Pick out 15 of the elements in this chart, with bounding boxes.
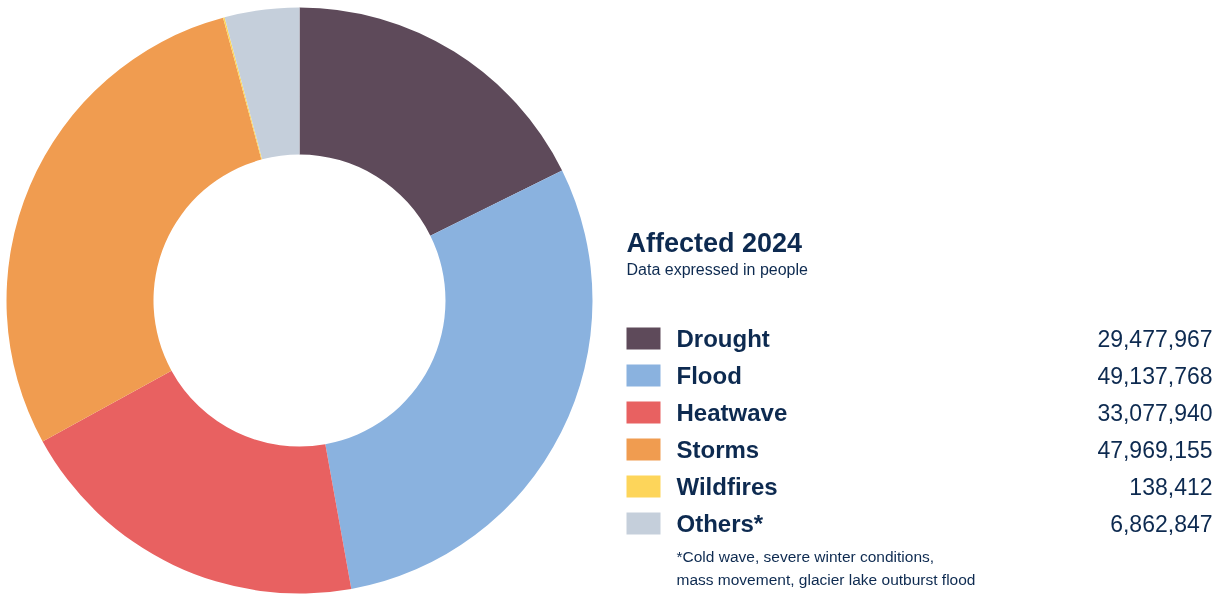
data-label: 138,412 (1129, 474, 1213, 500)
data-label: 6,862,847 (1110, 511, 1213, 537)
text: Affected 2024 (626, 227, 803, 258)
legend-label: Heatwave (676, 399, 788, 426)
data-label: 29,477,967 (1097, 326, 1213, 352)
legend-label: Others* (676, 510, 764, 537)
text: Data expressed in people (626, 261, 809, 278)
text: *Cold wave, severe winter conditions, mass movement, glacier lake outburst flood (676, 548, 976, 588)
legend-label: Storms (676, 436, 760, 463)
data-label: 49,137,768 (1097, 363, 1213, 389)
data-label: 47,969,155 (1097, 437, 1213, 463)
legend-label: Drought (676, 325, 770, 352)
legend-label: Wildfires (676, 473, 778, 500)
legend-label: Flood (676, 362, 742, 389)
data-label: 33,077,940 (1097, 400, 1213, 426)
